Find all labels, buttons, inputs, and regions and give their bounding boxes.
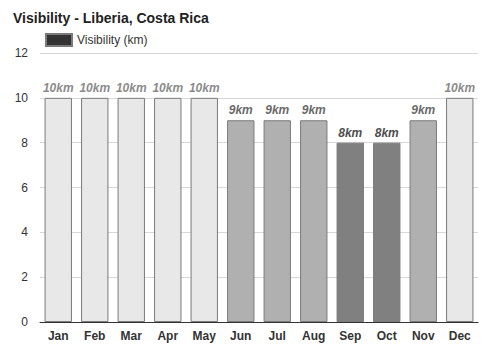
svg-text:0: 0 [21,315,28,329]
svg-text:Aug: Aug [302,329,325,343]
svg-text:Jul: Jul [269,329,286,343]
svg-text:9km: 9km [302,103,326,117]
svg-text:Visibility (km): Visibility (km) [77,33,147,47]
svg-text:10km: 10km [152,81,183,95]
svg-text:10: 10 [15,91,29,105]
svg-text:8km: 8km [375,126,399,140]
svg-text:Feb: Feb [84,329,105,343]
svg-text:10km: 10km [43,81,74,95]
svg-text:Jan: Jan [48,329,69,343]
svg-text:May: May [193,329,217,343]
svg-text:10km: 10km [79,81,110,95]
svg-text:Sep: Sep [339,329,361,343]
svg-text:Mar: Mar [121,329,143,343]
svg-text:2: 2 [21,270,28,284]
svg-text:10km: 10km [116,81,147,95]
svg-text:8km: 8km [338,126,362,140]
svg-text:10km: 10km [444,81,475,95]
svg-text:12: 12 [15,46,29,60]
svg-text:Visibility - Liberia, Costa Ri: Visibility - Liberia, Costa Rica [13,10,209,26]
svg-text:Nov: Nov [412,329,435,343]
svg-text:Jun: Jun [230,329,251,343]
svg-text:4: 4 [21,225,28,239]
svg-text:10km: 10km [189,81,220,95]
svg-text:9km: 9km [229,103,253,117]
svg-text:9km: 9km [265,103,289,117]
svg-text:Apr: Apr [157,329,178,343]
svg-text:9km: 9km [411,103,435,117]
svg-text:Oct: Oct [377,329,397,343]
svg-text:6: 6 [21,181,28,195]
svg-text:8: 8 [21,136,28,150]
svg-text:Dec: Dec [449,329,471,343]
